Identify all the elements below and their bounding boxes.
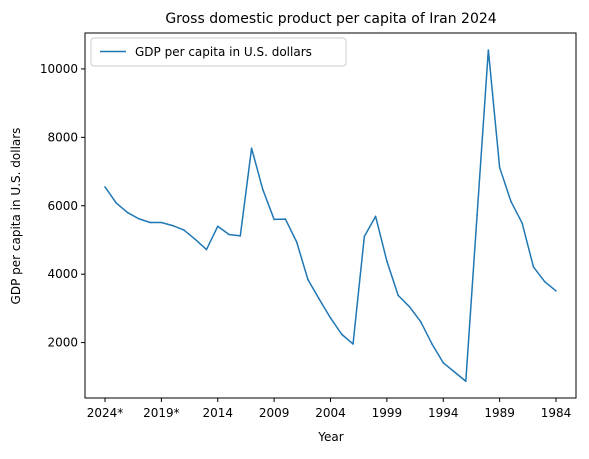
data-point	[476, 214, 478, 217]
data-point	[431, 343, 433, 345]
data-point	[543, 280, 546, 283]
data-point	[374, 215, 377, 218]
x-tick-label: 2014	[202, 406, 233, 420]
data-point	[250, 147, 253, 150]
data-point	[498, 166, 501, 169]
y-tick-label: 10000	[40, 62, 78, 76]
data-point	[465, 380, 467, 383]
data-point	[386, 260, 388, 262]
x-tick-label: 1994	[428, 406, 459, 420]
data-point	[532, 266, 535, 268]
x-tick-label: 1984	[541, 406, 572, 420]
x-tick-label: 1989	[484, 406, 515, 420]
data-point	[295, 241, 298, 243]
x-tick-label: 2024*	[87, 406, 124, 420]
x-tick-label: 1999	[372, 406, 403, 420]
data-point	[216, 225, 219, 228]
x-axis-ticks: 2024* 2019* 2014 2009 2004 1999 1994 1989 1984	[87, 398, 572, 420]
data-point	[340, 333, 343, 336]
y-tick-label: 4000	[47, 267, 78, 281]
y-tick-label: 2000	[47, 336, 78, 350]
data-point	[442, 361, 445, 364]
data-point	[228, 233, 230, 236]
data-point	[329, 317, 332, 319]
legend: GDP per capita in U.S. dollars	[90, 37, 347, 67]
data-point	[273, 218, 275, 221]
data-point	[239, 235, 242, 237]
data-point	[363, 235, 366, 238]
data-point	[419, 320, 422, 323]
series-layer	[104, 49, 557, 383]
data-point	[284, 218, 287, 220]
data-point	[104, 186, 106, 188]
data-point	[160, 221, 163, 224]
data-point	[183, 229, 185, 231]
data-point	[555, 290, 557, 292]
data-point	[171, 224, 174, 227]
data-point	[510, 200, 512, 203]
y-axis-ticks: 2000 4000 6000 8000 10000	[40, 62, 85, 350]
data-point	[453, 371, 456, 373]
data-point	[262, 188, 264, 191]
chart-title: Gross domestic product per capita of Ira…	[165, 11, 496, 27]
data-point	[487, 49, 490, 51]
data-point	[115, 202, 118, 204]
data-point	[205, 248, 208, 251]
plot-frame	[84, 32, 577, 399]
data-point	[352, 343, 354, 345]
legend-label: GDP per capita in U.S. dollars	[135, 45, 312, 59]
data-point	[138, 217, 140, 220]
data-point	[194, 238, 196, 241]
x-axis-label: Year	[317, 430, 343, 444]
data-point	[149, 221, 151, 224]
x-tick-label: 2004	[315, 406, 346, 420]
data-point	[307, 278, 309, 281]
data-point	[408, 305, 411, 308]
legend-box	[90, 37, 347, 67]
y-tick-label: 8000	[47, 130, 78, 144]
y-tick-label: 6000	[47, 199, 78, 213]
x-tick-label: 2019*	[143, 406, 180, 420]
data-point	[318, 298, 321, 300]
y-axis-label: GDP per capita in U.S. dollars	[9, 128, 23, 305]
x-tick-label: 2009	[259, 406, 290, 420]
data-point	[521, 222, 523, 224]
data-point	[126, 211, 129, 214]
data-point	[397, 294, 399, 297]
